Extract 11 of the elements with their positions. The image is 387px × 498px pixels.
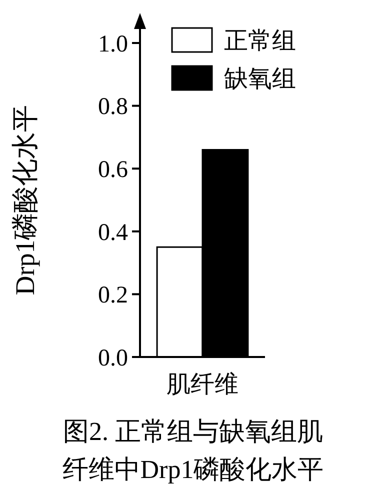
y-tick-label: 0.8 [98, 94, 128, 120]
text: 图2. 正常组与缺氧组肌纤维中Drp1磷酸化水平 [62, 417, 324, 484]
y-tick-label: 0.6 [98, 157, 128, 183]
legend-label: 缺氧组 [224, 66, 296, 92]
y-tick-label: 0.2 [98, 282, 128, 309]
y-tick-label: 0.4 [98, 220, 128, 246]
y-tick-label: 0.0 [98, 345, 128, 372]
legend-label: 正常组 [224, 28, 296, 54]
y-axis-title: Drp1磷酸化水平 [10, 104, 40, 296]
x-tick-label: 肌纤维 [166, 371, 238, 398]
y-tick-label: 1.0 [98, 31, 128, 58]
